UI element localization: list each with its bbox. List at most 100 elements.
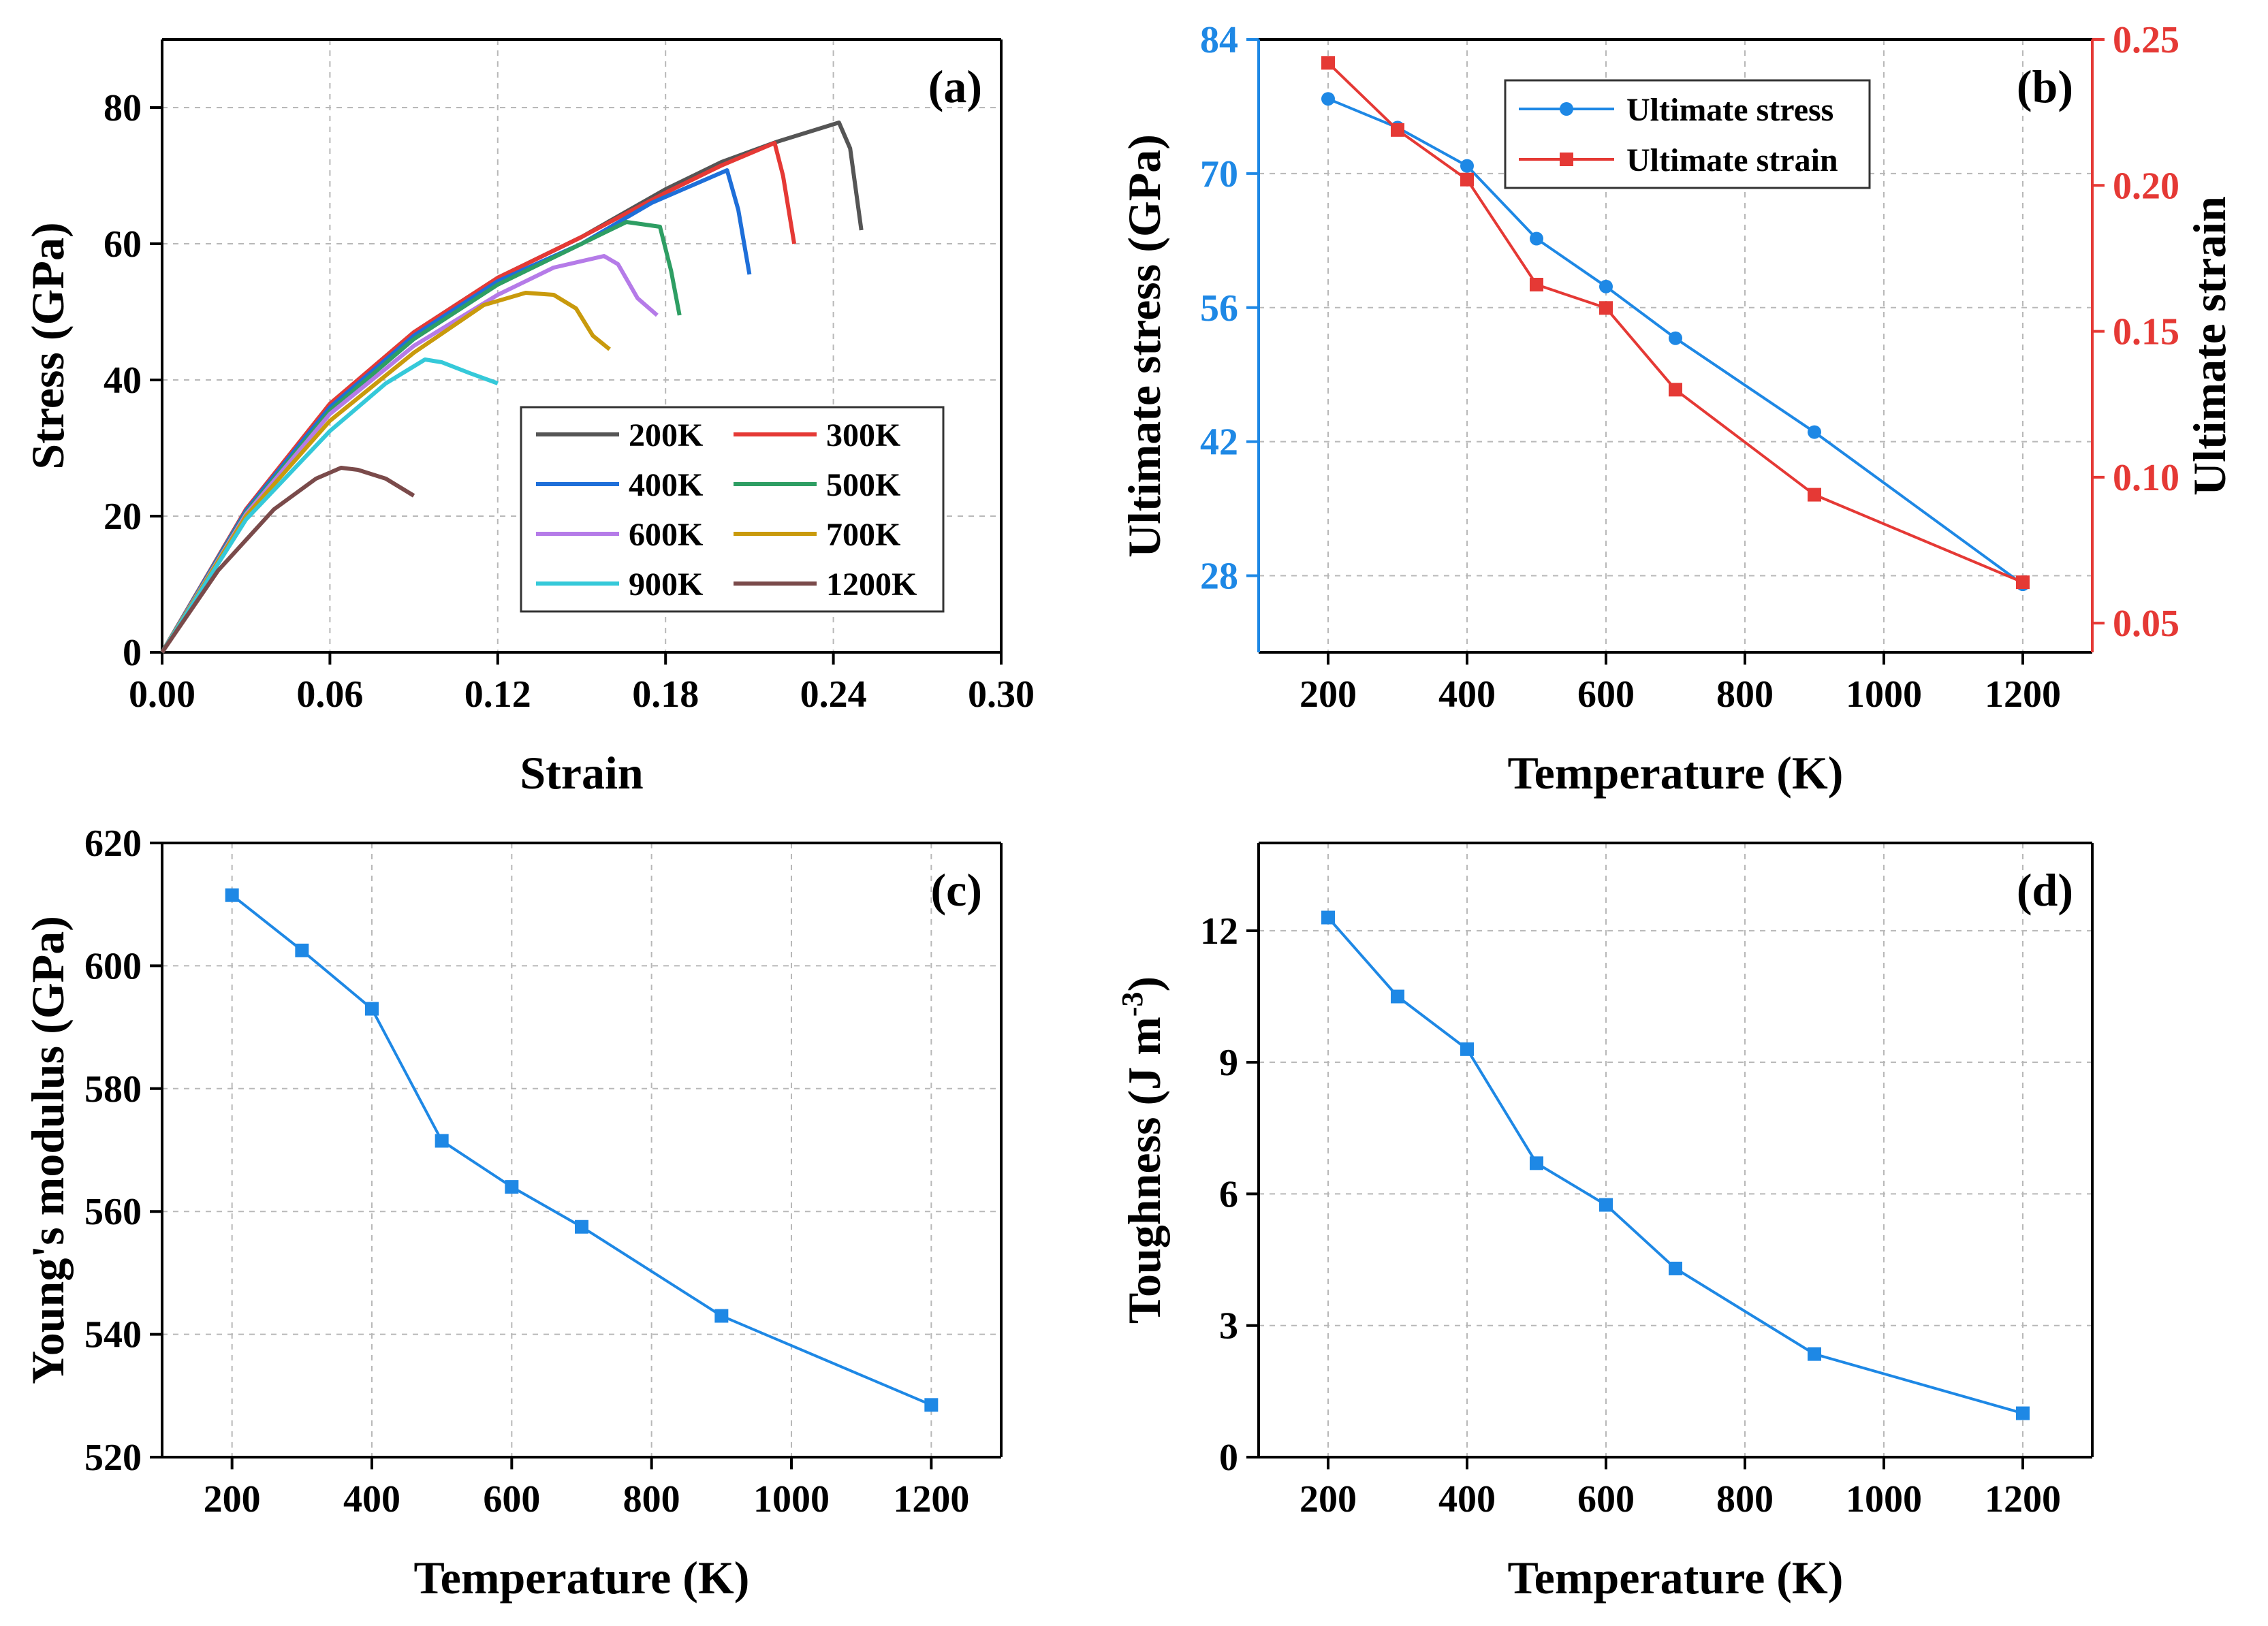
legend-entry: 900K	[629, 567, 703, 603]
chart-d: 200 400 600 800 1000 1200 0 3 6 9 12 Temperature (K…	[1116, 842, 2094, 1604]
data-point	[1530, 278, 1543, 291]
y-tick-label: 520	[84, 1437, 142, 1479]
data-point	[575, 1220, 588, 1234]
legend-entry: 1200K	[826, 567, 917, 603]
data-point	[2016, 1406, 2030, 1420]
x-axis-label: Strain	[520, 747, 643, 799]
y-tick-label: 9	[1219, 1042, 1238, 1084]
data-point	[714, 1309, 729, 1323]
y-tick-label: 56	[1200, 287, 1238, 330]
x-tick-label: 0.00	[129, 673, 195, 716]
data-point	[1321, 910, 1335, 925]
x-tick-label: 0.30	[968, 673, 1035, 716]
x-tick-label: 0.12	[464, 673, 531, 716]
y-axis-label: Toughness (J m-3)	[1116, 976, 1170, 1324]
legend	[520, 406, 945, 613]
x-tick-label: 1000	[753, 1478, 830, 1520]
legend-entry: Ultimate strain	[1626, 142, 1838, 178]
series-700k-line	[160, 291, 611, 654]
x-tick-label: 1200	[893, 1478, 969, 1520]
data-point	[1460, 159, 1474, 173]
x-tick-label: 800	[1716, 673, 1774, 716]
x-axis-label: Temperature (K)	[1508, 747, 1844, 799]
y-tick-label: 6	[1219, 1173, 1238, 1215]
y2-axis-label: Ultimate strain	[2184, 196, 2235, 496]
data-point	[1391, 123, 1404, 137]
x-tick-label: 600	[483, 1478, 540, 1520]
series-1-line	[1327, 916, 2023, 1415]
panel-label: (c)	[931, 864, 982, 916]
legend-entry: 700K	[826, 517, 900, 553]
y-tick-label: 0	[1219, 1437, 1238, 1479]
data-point	[1321, 92, 1335, 106]
panel-label: (d)	[2017, 864, 2073, 916]
x-tick-label: 400	[1438, 1478, 1496, 1520]
y-axis-label: Stress (GPa)	[22, 222, 74, 469]
data-point	[505, 1180, 519, 1194]
x-tick-label: 800	[623, 1478, 680, 1520]
data-point	[1530, 232, 1543, 246]
y2-tick-label: 0.05	[2113, 603, 2179, 645]
y-axis-label: Ultimate stress (GPa)	[1118, 134, 1170, 558]
series-1200k-line	[160, 466, 415, 654]
x-tick-label: 0.18	[632, 673, 699, 716]
y2-tick-label: 0.15	[2113, 311, 2179, 353]
x-tick-label: 0.24	[800, 673, 867, 716]
series-ultimate-strain-line	[1327, 61, 2023, 584]
y-tick-label: 80	[104, 87, 142, 129]
x-tick-label: 200	[204, 1478, 261, 1520]
legend-entry: 300K	[826, 417, 900, 453]
legend-marker	[1560, 102, 1573, 116]
data-point	[2016, 575, 2030, 590]
y-axis-label: Young's modulus (GPa)	[22, 916, 74, 1384]
legend	[1504, 79, 1871, 189]
x-tick-label: 400	[1438, 673, 1496, 716]
y-tick-label: 0	[123, 632, 142, 674]
x-tick-label: 1000	[1846, 673, 1922, 716]
data-point	[1808, 1347, 1821, 1361]
data-point	[1460, 1042, 1474, 1056]
y-axis-label-text: Stress (GPa)	[22, 222, 74, 469]
panel-label: (a)	[928, 61, 982, 112]
y-tick-label: 42	[1200, 421, 1238, 464]
data-point	[1599, 279, 1613, 293]
legend-entry: Ultimate stress	[1626, 92, 1833, 128]
data-point	[1599, 301, 1613, 315]
data-point	[1321, 56, 1335, 70]
y-tick-label: 620	[84, 823, 142, 865]
y-tick-label: 580	[84, 1068, 142, 1111]
x-tick-label: 800	[1716, 1478, 1774, 1520]
data-point	[924, 1398, 939, 1412]
data-point	[1530, 1156, 1543, 1170]
x-tick-label: 200	[1300, 1478, 1357, 1520]
legend-entry: 500K	[826, 467, 900, 503]
x-axis-label: Temperature (K)	[1508, 1552, 1844, 1604]
chart-a: 0.00 0.06 0.12 0.18 0.24 0.30 0 20 40 60 80 Strain S…	[22, 38, 1035, 799]
data-point	[1669, 1261, 1682, 1275]
y-tick-label: 28	[1200, 556, 1238, 598]
chart-b: 200 400 600 800 1000 1200 28 42 56 70 84 0.05 0.10 0.…	[1118, 19, 2235, 799]
y-tick-label: 20	[104, 496, 142, 538]
x-tick-label: 400	[343, 1478, 400, 1520]
legend-entry: 200K	[629, 417, 703, 453]
series-900k-line	[160, 357, 499, 654]
series-ultimate-stress-line	[1327, 97, 2024, 586]
x-tick-label: 1200	[1985, 673, 2061, 716]
data-point	[1808, 488, 1821, 502]
y2-tick-label: 0.10	[2113, 457, 2179, 499]
x-axis-label: Temperature (K)	[414, 1552, 750, 1604]
panel-label: (b)	[2017, 61, 2073, 112]
x-tick-label: 200	[1300, 673, 1357, 716]
data-point	[365, 1002, 379, 1016]
data-point	[1669, 331, 1682, 345]
y-tick-label: 60	[104, 223, 142, 266]
x-tick-label: 1200	[1985, 1478, 2061, 1520]
data-point	[1391, 989, 1404, 1004]
y2-tick-label: 0.20	[2113, 165, 2179, 207]
chart-c: 200 400 600 800 1000 1200 520 540 560 580 600 620 Te…	[22, 823, 1003, 1604]
data-point	[1669, 383, 1682, 397]
data-point	[1460, 172, 1474, 187]
x-tick-label: 600	[1577, 673, 1635, 716]
series-600k-line	[160, 254, 659, 654]
